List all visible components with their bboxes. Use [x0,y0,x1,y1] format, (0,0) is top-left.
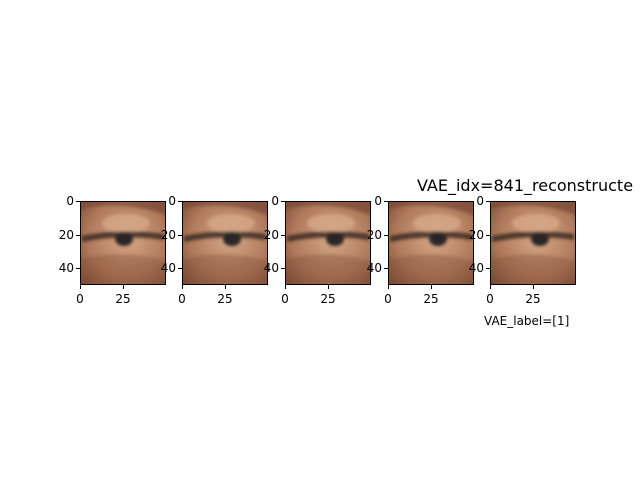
y-tick-label: 0 [374,194,382,208]
x-tick-label: 25 [320,292,336,306]
lower-shadow [285,254,371,285]
brow-shadow [490,201,576,215]
x-tick [490,285,491,289]
y-tick-label: 40 [366,261,382,275]
y-tick [384,235,388,236]
iris [326,232,344,246]
y-tick-label: 0 [476,194,484,208]
eyelid-highlight [413,214,461,232]
x-tick [285,285,286,289]
x-axis-label: VAE_label=[1] [484,314,570,328]
x-tick-label: 25 [525,292,541,306]
eyelid-highlight [512,214,560,232]
y-tick-label: 40 [160,261,176,275]
eyelid-highlight [307,214,355,232]
y-tick [281,235,285,236]
eye-image [80,201,166,285]
y-tick-label: 20 [160,228,176,242]
iris [531,232,549,246]
x-tick [80,285,81,289]
lower-shadow [388,254,474,285]
x-tick [328,285,329,289]
eye-image [285,201,371,285]
y-tick [486,201,490,202]
eyelid-highlight [207,214,255,232]
lower-shadow [182,254,268,285]
x-tick [431,285,432,289]
eye-image [388,201,474,285]
y-tick [76,201,80,202]
y-tick [384,201,388,202]
iris [115,232,133,246]
y-tick [178,201,182,202]
lash-line [491,231,575,242]
brow-shadow [388,201,474,215]
lash-line [286,231,370,242]
x-tick [388,285,389,289]
y-tick-label: 20 [263,228,279,242]
iris [223,232,241,246]
brow-shadow [285,201,371,215]
y-tick [281,268,285,269]
brow-shadow [80,201,166,215]
y-tick [76,235,80,236]
lower-shadow [490,254,576,285]
y-tick-label: 20 [468,228,484,242]
image-panel: 0 20 40 0 25 [469,194,576,306]
x-tick-label: 0 [384,292,392,306]
x-tick-label: 25 [217,292,233,306]
x-tick-label: 0 [486,292,494,306]
y-tick [178,268,182,269]
x-tick [123,285,124,289]
y-tick [486,235,490,236]
chart-title: VAE_idx=841_reconstructe [417,176,634,195]
x-tick-label: 25 [423,292,439,306]
y-tick-label: 40 [58,261,74,275]
iris [429,232,447,246]
y-tick-label: 40 [263,261,279,275]
eye-image [490,201,576,285]
lash-line [183,231,267,242]
lash-line [389,231,473,242]
eye-image [182,201,268,285]
y-tick-label: 0 [66,194,74,208]
x-tick-label: 25 [115,292,131,306]
x-tick [225,285,226,289]
x-tick-label: 0 [76,292,84,306]
y-tick-label: 0 [168,194,176,208]
y-tick-label: 20 [366,228,382,242]
lower-shadow [80,254,166,285]
y-tick [76,268,80,269]
image-panel: 0 20 40 0 25 [367,194,474,306]
y-tick-label: 40 [468,261,484,275]
eyelid-highlight [102,214,150,232]
y-tick [178,235,182,236]
y-tick [486,268,490,269]
x-tick-label: 0 [281,292,289,306]
x-tick [533,285,534,289]
y-tick [281,201,285,202]
y-tick [384,268,388,269]
y-tick-label: 0 [271,194,279,208]
y-tick-label: 20 [58,228,74,242]
brow-shadow [182,201,268,215]
x-tick-label: 0 [178,292,186,306]
x-tick [182,285,183,289]
